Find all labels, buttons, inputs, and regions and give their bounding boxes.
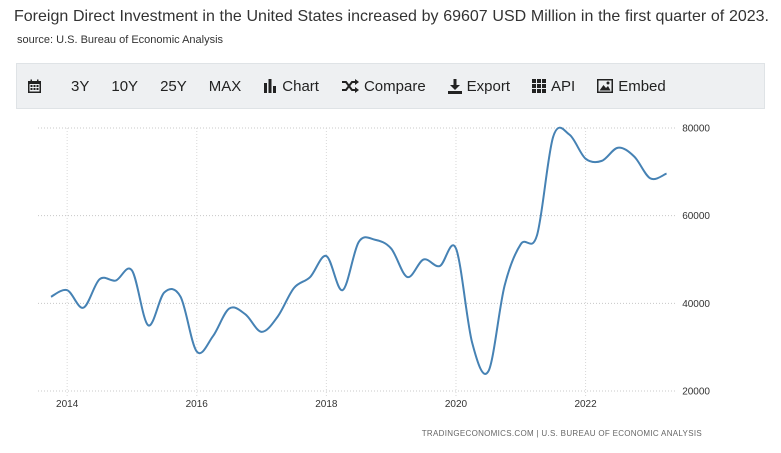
gridlines	[38, 127, 675, 396]
data-point[interactable]: 46000	[402, 272, 412, 282]
data-point[interactable]: 31000	[467, 338, 477, 348]
x-tick-label: 2016	[186, 399, 209, 410]
series-layer: 41500 43000 39000 45500 45200 47500 35000 42500…	[46, 126, 672, 376]
data-point[interactable]: 32500	[208, 331, 218, 341]
data-point[interactable]: 50000	[419, 255, 429, 265]
data-point[interactable]: 35000	[143, 320, 153, 330]
data-point[interactable]: 48500	[435, 261, 445, 271]
data-point[interactable]: 50800	[321, 251, 331, 261]
range-max-label: MAX	[208, 77, 242, 95]
data-point[interactable]: 33500	[257, 327, 267, 337]
chart-type-label: Chart	[282, 77, 319, 95]
data-point[interactable]: 52500	[386, 244, 396, 254]
data-point[interactable]: 41500	[46, 292, 56, 302]
range-25y-button[interactable]: 25Y	[160, 78, 187, 95]
compare-button[interactable]: Compare	[341, 78, 426, 95]
data-point[interactable]: 37000	[273, 311, 283, 321]
data-point[interactable]: 42500	[159, 287, 169, 297]
calendar-button[interactable]	[27, 79, 47, 94]
data-point[interactable]: 54500	[370, 235, 380, 245]
y-tick-label: 60000	[682, 211, 710, 222]
embed-button[interactable]: Embed	[597, 78, 666, 95]
chart-headline: Foreign Direct Investment in the United …	[14, 6, 769, 51]
api-button[interactable]: API	[532, 78, 575, 95]
api-label: API	[551, 77, 576, 95]
image-icon	[597, 79, 614, 93]
export-label: Export	[466, 77, 511, 95]
chart-container: 2014 2016 2018 2020 2022 20000 40000 60000 8000…	[0, 112, 781, 453]
chart-type-button[interactable]: Chart	[263, 78, 319, 95]
shuffle-icon	[341, 79, 359, 93]
x-tick-label: 2022	[574, 399, 597, 410]
data-point[interactable]: 78000	[548, 132, 558, 142]
data-point[interactable]: 29000	[192, 347, 202, 357]
x-tick-label: 2018	[315, 399, 338, 410]
compare-label: Compare	[363, 77, 426, 95]
data-point[interactable]: 41500	[176, 292, 186, 302]
y-tick-label: 80000	[682, 124, 710, 135]
data-point[interactable]: 43500	[289, 283, 299, 293]
data-point[interactable]: 43000	[62, 285, 72, 295]
bar-chart-icon	[264, 79, 277, 93]
data-point[interactable]: 45500	[95, 274, 105, 284]
range-3y-button[interactable]: 3Y	[71, 78, 89, 95]
data-point[interactable]: 46000	[305, 272, 315, 282]
grid-icon	[532, 79, 547, 93]
data-point[interactable]: 38800	[224, 304, 234, 314]
range-10y-label: 10Y	[111, 77, 139, 95]
y-tick-label: 40000	[682, 299, 710, 310]
export-button[interactable]: Export	[447, 77, 511, 95]
data-point[interactable]: 37500	[240, 309, 250, 319]
calendar-icon	[28, 79, 41, 93]
embed-label: Embed	[618, 77, 666, 95]
data-point[interactable]: 47500	[127, 265, 137, 275]
data-point[interactable]: 45200	[111, 276, 121, 286]
series-line	[50, 126, 667, 375]
data-point[interactable]: 54000	[354, 237, 364, 247]
range-10y-button[interactable]: 10Y	[111, 78, 138, 95]
data-point[interactable]: 72500	[597, 156, 607, 166]
data-point[interactable]: 24500	[483, 366, 493, 376]
data-point[interactable]: 69607	[662, 169, 672, 179]
data-point[interactable]: 43000	[338, 285, 348, 295]
headline-title: Foreign Direct Investment in the United …	[14, 8, 769, 25]
y-tick-label: 20000	[682, 387, 710, 398]
chart-toolbar: 3Y 10Y 25Y MAX Chart Compare Export	[16, 63, 765, 109]
x-tick-label: 2020	[445, 399, 468, 410]
headline-source: source: U.S. Bureau of Economic Analysis	[17, 34, 224, 46]
data-point[interactable]: 75500	[613, 143, 623, 153]
download-icon	[447, 78, 462, 94]
data-point[interactable]: 68500	[645, 173, 655, 183]
data-point[interactable]: 53500	[516, 239, 526, 249]
range-max-button[interactable]: MAX	[209, 78, 242, 95]
line-chart: 2014 2016 2018 2020 2022 20000 40000 60000 8000…	[38, 124, 710, 438]
range-25y-label: 25Y	[160, 77, 187, 95]
data-point[interactable]: 44000	[500, 281, 510, 291]
chart-credit: TRADINGECONOMICS.COM | U.S. BUREAU OF EC…	[422, 429, 702, 438]
x-tick-label: 2014	[56, 399, 79, 410]
data-point[interactable]: 73000	[581, 154, 591, 164]
x-axis: 2014 2016 2018 2020 2022	[56, 399, 597, 410]
y-axis: 20000 40000 60000 80000	[682, 124, 710, 398]
data-point[interactable]: 55500	[532, 230, 542, 240]
data-point[interactable]: 39000	[78, 303, 88, 313]
data-point[interactable]: 52500	[451, 244, 461, 254]
data-point[interactable]: 78500	[564, 130, 574, 140]
range-3y-label: 3Y	[71, 77, 90, 95]
data-point[interactable]: 73500	[629, 151, 639, 161]
